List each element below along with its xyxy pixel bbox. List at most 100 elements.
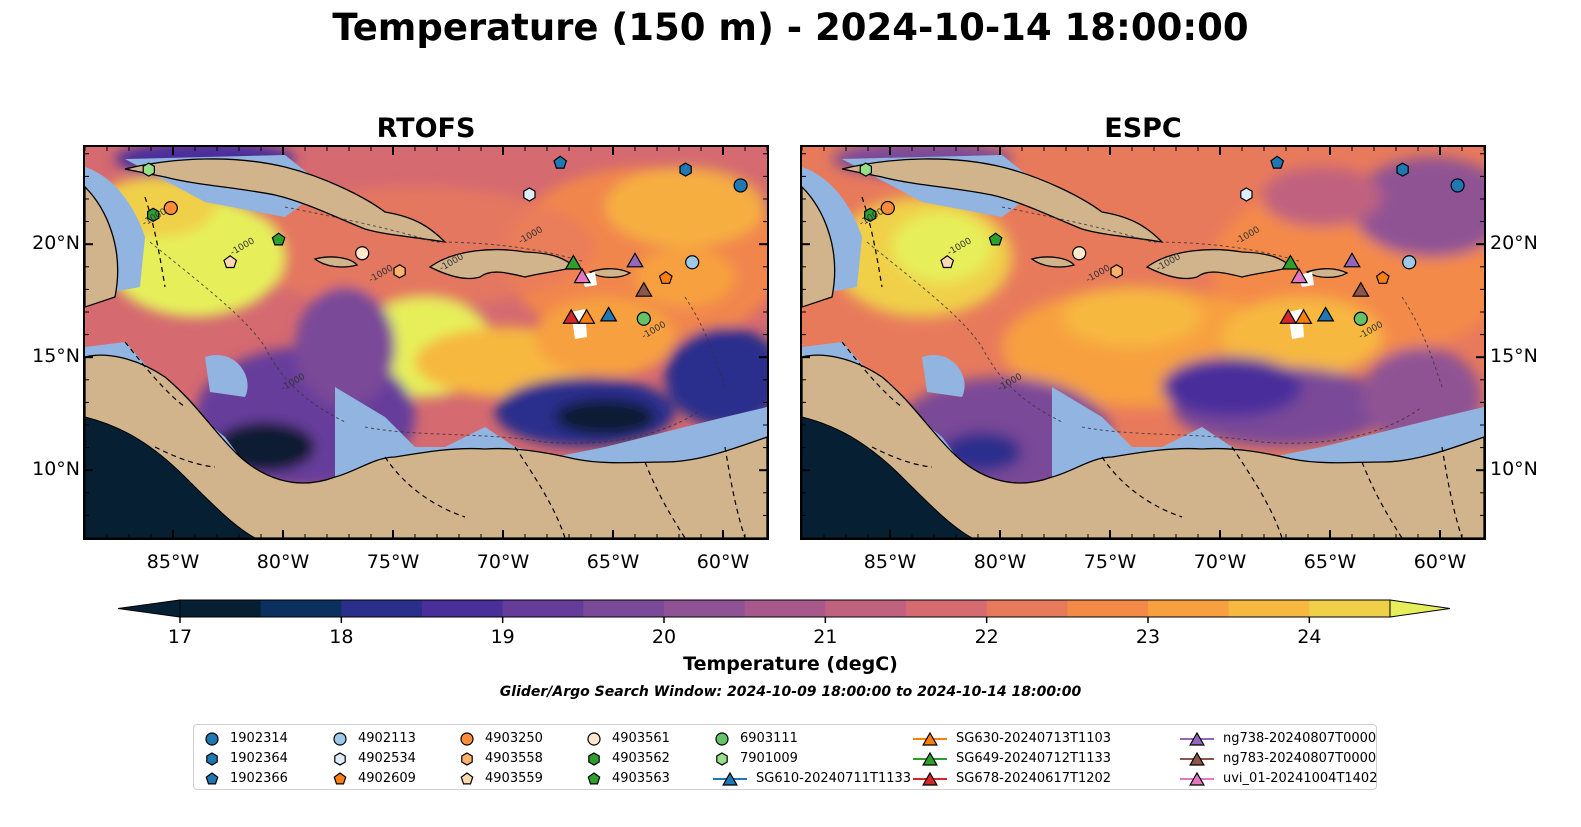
colorbar-cell xyxy=(180,600,262,617)
colorbar-extend-max xyxy=(1389,599,1451,618)
legend-marker-7901009 xyxy=(716,752,728,766)
marker-4903559 xyxy=(940,255,955,269)
map-rtofs-ticks xyxy=(85,147,767,538)
hexagon-icon xyxy=(588,752,600,766)
legend-label: 4903558 xyxy=(485,750,543,766)
marker-1902366 xyxy=(553,155,568,169)
legend-label: SG678-20240617T1202 xyxy=(956,770,1112,786)
lon-tick-label: 70°W xyxy=(476,551,530,573)
colorbar-tick-label: 18 xyxy=(329,626,353,648)
colorbar-cell xyxy=(583,600,665,617)
marker-4903250 xyxy=(880,200,895,216)
triangle-icon xyxy=(913,751,947,766)
legend-item-4903561: 4903561 xyxy=(584,728,670,748)
marker-1902314 xyxy=(733,178,748,193)
hexagon-icon xyxy=(716,752,728,766)
colorbar-tick-label: 19 xyxy=(491,626,515,648)
colorbar-cell xyxy=(260,600,342,617)
colorbar-cell xyxy=(1148,600,1230,617)
lon-tick-label: 85°W xyxy=(146,551,200,573)
pentagon-icon xyxy=(205,772,219,785)
marker-1902364 xyxy=(1396,162,1409,177)
colorbar-tick-label: 22 xyxy=(975,626,999,648)
colorbar-tick-label: 20 xyxy=(652,626,676,648)
legend-item-uvi_01-20241004T1402: uvi_01-20241004T1402 xyxy=(1179,768,1377,788)
legend-item-7901009: 7901009 xyxy=(712,748,798,768)
map-title-rtofs: RTOFS xyxy=(376,113,476,144)
legend-marker-SG649-20240712T1133 xyxy=(922,751,938,766)
legend-marker-1902366 xyxy=(205,772,219,785)
colorbar-cell xyxy=(744,600,826,617)
legend-label: 1902314 xyxy=(230,730,288,746)
lon-tick-label: 85°W xyxy=(863,551,917,573)
triangle-icon xyxy=(1180,731,1214,746)
legend-item-4903250: 4903250 xyxy=(457,728,543,748)
legend-label: 6903111 xyxy=(740,730,798,746)
marker-SG630-20240713T1103 xyxy=(577,308,596,324)
pentagon-icon xyxy=(460,772,474,785)
map-rtofs[interactable]: -1000 -1000 -1000 -1000 -1000 -1000 -1000 xyxy=(83,145,769,540)
map-espc[interactable]: -1000 -1000 -1000 -1000 -1000 -1000 -1000 xyxy=(800,145,1486,540)
marker-4902113 xyxy=(1402,255,1417,270)
legend-marker-4903250 xyxy=(460,732,474,746)
legend-item-4902113: 4902113 xyxy=(330,728,416,748)
legend-item-SG649-20240712T1133: SG649-20240712T1133 xyxy=(912,748,1111,768)
legend-label: 4903250 xyxy=(485,730,543,746)
marker-uvi_01-20241004T1402 xyxy=(573,267,592,284)
colorbar-cells xyxy=(117,599,1451,618)
legend-marker-SG678-20240617T1202 xyxy=(922,771,938,786)
legend-item-ng738-20240807T0000: ng738-20240807T0000 xyxy=(1179,728,1376,748)
marker-SG649-20240712T1133 xyxy=(564,254,583,270)
legend-item-1902314: 1902314 xyxy=(202,728,288,748)
legend-marker-4903561 xyxy=(587,732,601,746)
legend-label: 4902113 xyxy=(358,730,416,746)
pentagon-icon xyxy=(587,772,601,785)
map-title-espc: ESPC xyxy=(1104,113,1182,144)
marker-7901009 xyxy=(859,162,873,177)
colorbar-cell xyxy=(1309,600,1391,617)
legend-label: 4903561 xyxy=(612,730,670,746)
colorbar-cell xyxy=(664,600,746,617)
marker-ng738-20240807T0000 xyxy=(1343,252,1361,268)
marker-4902113 xyxy=(685,255,700,270)
colorbar-cell xyxy=(906,600,988,617)
legend-marker-1902314 xyxy=(205,732,219,746)
colorbar-tick-label: 21 xyxy=(813,626,837,648)
lon-tick-label: 80°W xyxy=(256,551,310,573)
marker-6903111 xyxy=(636,311,651,326)
legend-label: 4902534 xyxy=(358,750,416,766)
lat-tick-label-left: 15°N xyxy=(32,345,80,368)
legend-label: 1902366 xyxy=(230,770,288,786)
legend-item-SG630-20240713T1103: SG630-20240713T1103 xyxy=(912,728,1111,748)
legend-label: 4902609 xyxy=(358,770,416,786)
marker-ng738-20240807T0000 xyxy=(626,252,644,268)
marker-ng783-20240807T0000 xyxy=(634,281,653,297)
marker-4903558 xyxy=(1110,264,1123,279)
circle-icon xyxy=(205,732,219,746)
legend-item-1902364: 1902364 xyxy=(202,748,288,768)
legend-item-4903558: 4903558 xyxy=(457,748,543,768)
legend-item-4902609: 4902609 xyxy=(330,768,416,788)
marker-4903561 xyxy=(355,246,370,261)
marker-4903562 xyxy=(146,207,160,222)
legend-label: 4903559 xyxy=(485,770,543,786)
legend-label: SG610-20240711T1133 xyxy=(756,770,912,786)
marker-1902366 xyxy=(1270,155,1285,169)
colorbar-label: Temperature (degC) xyxy=(683,653,898,675)
hexagon-icon xyxy=(334,752,346,766)
marker-SG678-20240617T1202 xyxy=(562,308,581,324)
marker-4903559 xyxy=(223,255,238,269)
marker-4903563 xyxy=(988,232,1003,246)
colorbar-outline xyxy=(179,599,1391,618)
legend-item-ng783-20240807T0000: ng783-20240807T0000 xyxy=(1179,748,1376,768)
colorbar-cell xyxy=(825,600,907,617)
lat-tick-label-right: 10°N xyxy=(1490,458,1538,481)
lon-tick-label: 75°W xyxy=(366,551,420,573)
colorbar-extend-min xyxy=(117,599,181,618)
lon-tick-label: 60°W xyxy=(696,551,750,573)
legend-item-6903111: 6903111 xyxy=(712,728,798,748)
legend-item-1902366: 1902366 xyxy=(202,768,288,788)
legend-marker-4903558 xyxy=(461,752,473,766)
marker-4902534 xyxy=(523,187,536,202)
figure-title: Temperature (150 m) - 2024-10-14 18:00:0… xyxy=(332,6,1249,49)
